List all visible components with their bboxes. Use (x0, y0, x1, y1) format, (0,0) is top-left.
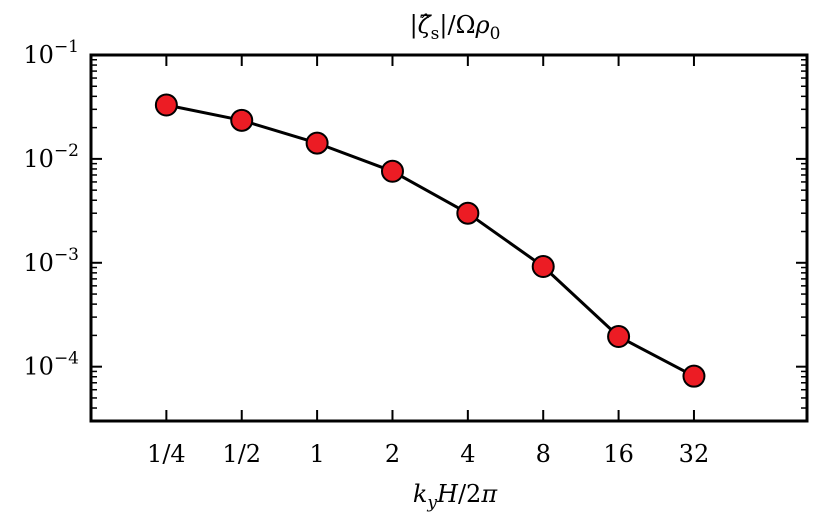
chart-title: |ζ̂s|/Ωρ0 (410, 11, 501, 44)
x-tick-label: 32 (679, 440, 710, 468)
data-point (305, 131, 329, 155)
data-point (682, 364, 706, 388)
x-tick-label: 8 (536, 440, 551, 468)
plot-frame (89, 53, 809, 423)
x-tick-label: 16 (603, 440, 634, 468)
x-tick-label: 4 (460, 440, 475, 468)
y-tick-label: 10−4 (23, 349, 79, 381)
x-tick-label: 1/4 (147, 440, 186, 468)
series-line (166, 103, 695, 378)
y-tick-label: 10−2 (23, 141, 79, 173)
x-axis-label: kyH/2π (413, 480, 498, 512)
x-tick-label: 1/2 (222, 440, 261, 468)
data-point (380, 159, 404, 183)
data-point (607, 325, 631, 349)
data-point (456, 201, 480, 225)
x-tick-label: 1 (309, 440, 324, 468)
data-point (230, 108, 254, 132)
y-tick-label: 10−3 (23, 245, 79, 277)
data-point (154, 93, 178, 117)
data-point (531, 255, 555, 279)
x-tick-label: 2 (385, 440, 400, 468)
y-tick-label: 10−1 (23, 37, 79, 69)
